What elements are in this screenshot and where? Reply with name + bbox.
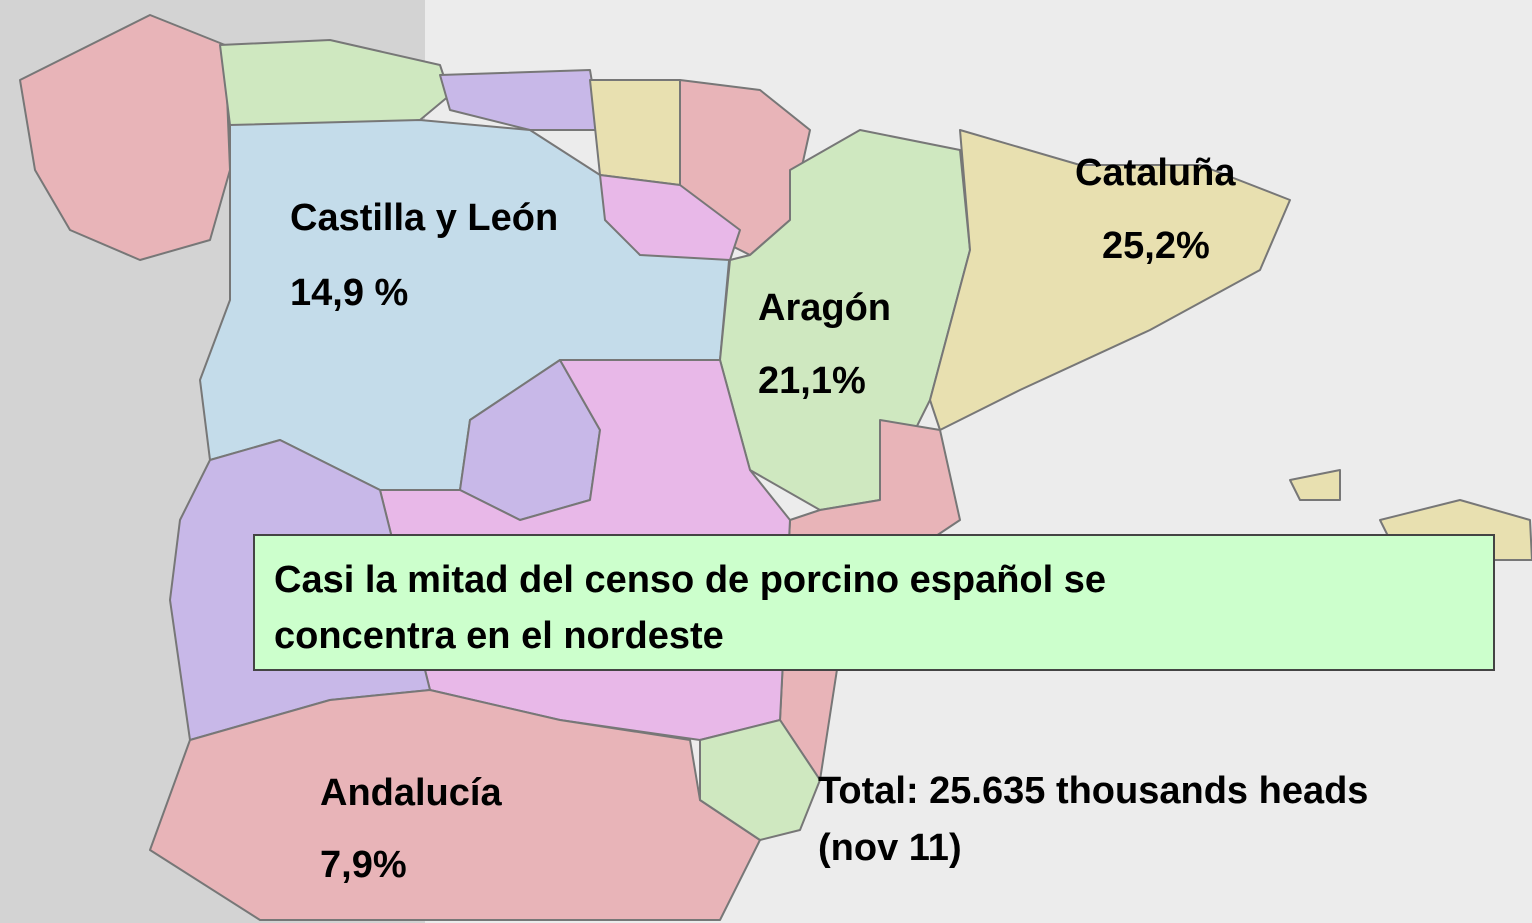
note-line: Casi la mitad del censo de porcino españ… bbox=[274, 559, 1106, 601]
murcia bbox=[699, 719, 821, 841]
pais-vasco bbox=[439, 69, 601, 131]
cataluna bbox=[929, 129, 1291, 431]
note-box bbox=[253, 534, 1495, 671]
region-share: 7,9% bbox=[320, 844, 407, 886]
region-share: 25,2% bbox=[1102, 225, 1210, 267]
region-name: Castilla y León bbox=[290, 197, 558, 239]
total-line: Total: 25.635 thousands heads bbox=[818, 770, 1368, 812]
region-share: 21,1% bbox=[758, 360, 866, 402]
baleares bbox=[1289, 469, 1341, 501]
region-name: Andalucía bbox=[320, 772, 502, 814]
region-name: Aragón bbox=[758, 287, 891, 329]
region-share: 14,9 % bbox=[290, 272, 408, 314]
total-line: (nov 11) bbox=[818, 827, 962, 869]
note-line: concentra en el nordeste bbox=[274, 615, 724, 657]
region-name: Cataluña bbox=[1075, 152, 1236, 194]
galicia bbox=[19, 14, 231, 261]
